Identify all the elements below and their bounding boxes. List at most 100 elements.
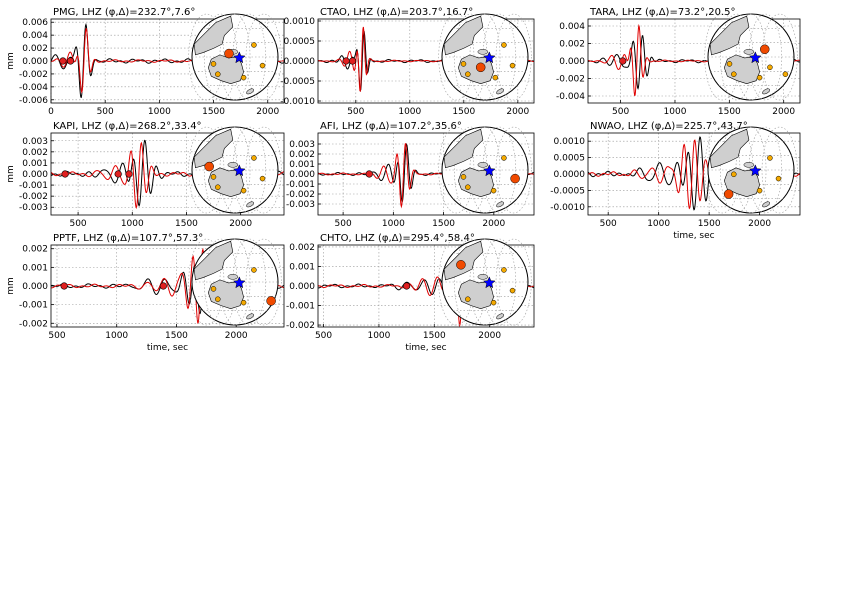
target-station-marker (510, 173, 520, 184)
axes-frame (50, 132, 285, 216)
y-tick-label: 0.002 (22, 44, 48, 54)
y-tick-label: -0.0005 (550, 186, 585, 196)
axes-frame (317, 132, 535, 216)
y-tick-label: 0.004 (22, 31, 48, 41)
y-tick-label: 0.006 (22, 18, 48, 28)
x-tick-label: 500 (48, 331, 65, 341)
meridian-line (219, 238, 251, 326)
meridian-line (232, 238, 266, 326)
x-tick-label: 500 (315, 331, 332, 341)
station-marker (767, 155, 773, 161)
station-marker (782, 71, 789, 77)
meridian-line (495, 238, 532, 326)
x-tick-label: 2000 (478, 331, 501, 341)
x-tick-label: 2000 (256, 107, 279, 117)
y-tick-label: -0.0010 (550, 203, 585, 213)
x-tick-label: 2000 (748, 219, 771, 229)
asia-shape (443, 240, 484, 281)
y-tick-label: 0.0010 (554, 137, 586, 147)
panel-2: 500 1000 1500 2000 0.004 0.002 0.000 -0.002 -0.0… (556, 7, 801, 117)
phase-marker (114, 170, 122, 178)
y-tick-label: 0.000 (289, 282, 315, 292)
event-star-icon (232, 51, 246, 64)
panel-title: TARA, LHZ (φ,Δ)=73.2°,20.5° (589, 7, 736, 18)
target-station-marker (266, 296, 276, 306)
panel-title: AFI, LHZ (φ,Δ)=107.2°,35.6° (320, 121, 462, 132)
y-tick-label: -0.001 (19, 181, 48, 191)
panel-1: 500 1000 1500 2000 0.0010 0.0005 0.0000 -0.0005… (280, 7, 535, 117)
x-tick-label: 500 (97, 107, 114, 117)
y-axis-label: mm (6, 52, 16, 70)
panel-3: 500 1000 1500 20000.0030.0020.0010.000-0.00… (6, 121, 285, 229)
meridian-line (482, 238, 516, 326)
x-tick-label: 500 (347, 107, 364, 117)
axes-frame (50, 18, 285, 104)
y-tick-label: 0.000 (22, 170, 48, 180)
y-tick-label: -0.001 (286, 180, 315, 190)
phase-marker (159, 282, 167, 290)
y-tick-label: 0.0010 (284, 17, 316, 27)
x-tick-label: 1500 (423, 331, 446, 341)
station-marker (215, 71, 221, 77)
meridian-line (469, 238, 501, 326)
x-tick-label: 2000 (772, 107, 795, 117)
meridian-line (232, 126, 266, 214)
phase-marker (403, 282, 411, 290)
panel-7: 500 1000 1500 2000 0.002 0.001 0.000 -0.001 -0.0… (286, 233, 535, 353)
target-station-marker (204, 161, 214, 172)
y-tick-label: -0.002 (19, 70, 48, 80)
station-marker (240, 299, 247, 306)
y-tick-label: 0.004 (559, 22, 585, 32)
x-tick-label: 1500 (432, 219, 455, 229)
station-marker (210, 174, 217, 180)
y-tick-label: 0.001 (289, 262, 315, 272)
y-tick-label: 0.0000 (284, 57, 316, 67)
target-station-marker (760, 44, 770, 55)
y-tick-label: 0.002 (559, 40, 585, 50)
meridian-line (232, 13, 266, 101)
station-marker (210, 61, 217, 67)
y-tick-label: -0.002 (286, 321, 315, 331)
island-shape (743, 162, 755, 168)
meridian-line (245, 126, 282, 214)
phase-marker (66, 57, 75, 65)
x-tick-label: 1000 (398, 107, 421, 117)
x-tick-label: 2000 (506, 107, 529, 117)
asia-shape (709, 128, 750, 169)
station-marker (251, 155, 257, 161)
island-shape (496, 313, 504, 320)
station-marker (726, 61, 733, 67)
axes-frame (317, 18, 535, 104)
x-tick-label: 1000 (647, 219, 670, 229)
x-tick-label: 500 (600, 219, 617, 229)
station-marker (731, 71, 737, 77)
y-tick-label: 0.003 (289, 140, 315, 150)
y-tick-label: -0.002 (19, 319, 48, 329)
asia-shape (709, 15, 750, 56)
x-tick-label: 1500 (165, 331, 188, 341)
asia-shape (193, 128, 234, 169)
meridian-line (245, 13, 282, 101)
station-marker (501, 155, 507, 161)
panel-title: PPTF, LHZ (φ,Δ)=107.7°,57.3° (53, 233, 203, 244)
station-marker (460, 61, 467, 67)
y-tick-label: 0.000 (559, 57, 585, 67)
station-marker (240, 187, 247, 194)
y-tick-label: 0.002 (22, 148, 48, 158)
x-tick-label: 500 (69, 219, 86, 229)
y-tick-label: -0.003 (286, 200, 315, 210)
station-marker (490, 187, 497, 194)
y-tick-label: -0.001 (286, 302, 315, 312)
x-tick-label: 1000 (664, 107, 687, 117)
phase-marker (59, 57, 67, 65)
station-marker (259, 62, 266, 69)
x-tick-label: 1500 (202, 107, 225, 117)
axes-frame (587, 18, 801, 104)
y-tick-label: -0.006 (19, 96, 48, 106)
x-tick-label: 1500 (718, 107, 741, 117)
axes-frame (587, 132, 801, 216)
target-station-marker (224, 48, 234, 59)
x-tick-label: 0 (48, 107, 54, 117)
event-star-icon (482, 51, 496, 64)
